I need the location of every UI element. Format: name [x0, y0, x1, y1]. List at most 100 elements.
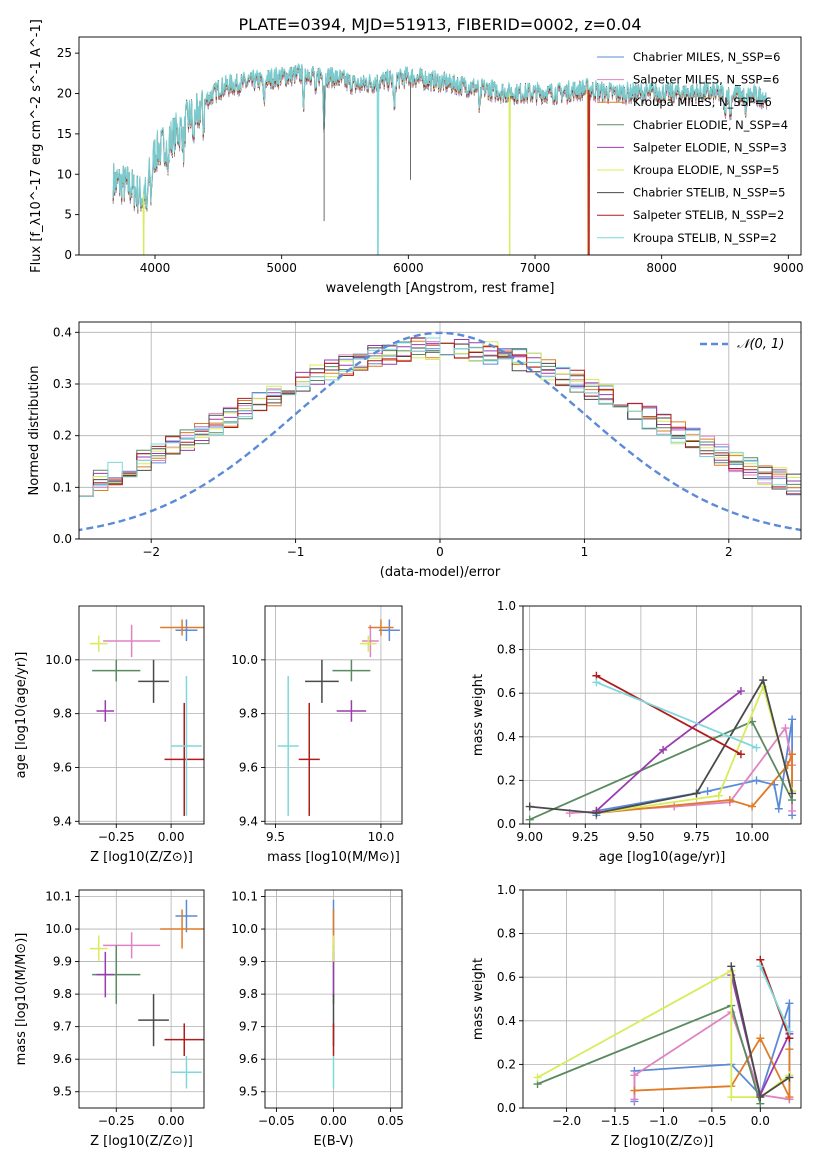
- mass-weight-vs-Z-axes: −2.0 −1.5 −1.0 −0.5 0.0 0.0 0.2 0.4 0.6 0.8 1.0 Z […: [471, 883, 802, 1149]
- mass-weight-marker: [788, 789, 797, 798]
- mass-vs-ebv-plot-area: [265, 890, 402, 1108]
- figure-title: PLATE=0394, MJD=51913, FIBERID=0002, z=0…: [238, 15, 641, 34]
- x-tick-label: −1.5: [600, 1114, 629, 1128]
- axes-frame: [78, 36, 802, 256]
- x-tick-label: −2: [142, 545, 160, 559]
- mass-weight-series: [595, 719, 793, 816]
- y-tick-label: 0.4: [497, 730, 516, 744]
- mass-weight-marker: [630, 1095, 639, 1104]
- x-tick-label: −0.5: [697, 1114, 726, 1128]
- mass-weight-marker: [714, 791, 723, 800]
- y-tick-label: 9.6: [239, 1052, 258, 1066]
- age-vs-mass-axes: 9.5 10.0 9.4 9.6 9.8 10.0 mass [log10(M/M⊙)]: [231, 605, 403, 865]
- x-axis-label: Z [log10(Z/Z⊙)]: [90, 1134, 193, 1149]
- x-axis-label: Z [log10(Z/Z⊙)]: [611, 1134, 714, 1149]
- x-tick-label: 8000: [646, 261, 677, 275]
- y-tick-label: 0.2: [53, 429, 72, 443]
- y-tick-label: 0.4: [497, 1014, 516, 1028]
- x-tick-label: 10.0: [368, 830, 395, 844]
- mass-weight-marker: [752, 743, 761, 752]
- histogram-series: [79, 337, 801, 539]
- mass-weight-vs-age-plot-area: [523, 606, 801, 824]
- mass-vs-Z-axes: −0.25 0.00 9.5 9.6 9.7 9.8 9.9 10.0 10.1 Z [log10…: [14, 890, 205, 1149]
- y-tick-label: 9.9: [239, 955, 258, 969]
- y-tick-label: 0.0: [497, 1101, 516, 1115]
- mass-weight-marker: [736, 750, 745, 759]
- mass-weight-marker: [781, 724, 790, 733]
- x-tick-label: −0.25: [98, 830, 135, 844]
- age-vs-Z-axes: −0.25 0.00 9.4 9.6 9.8 10.0 Z [log10(Z/Z⊙)] age…: [14, 605, 205, 865]
- axes-frame: [522, 605, 802, 825]
- y-tick-label: 0: [64, 248, 72, 262]
- mass-weight-marker: [788, 806, 797, 815]
- y-axis-label: Flux [f_λ10^-17 erg cm^-2 s^-1 A^-1]: [29, 19, 44, 273]
- x-tick-label: 0.00: [320, 1114, 347, 1128]
- y-tick-label: 9.6: [53, 1052, 72, 1066]
- errorbar-point: [332, 659, 371, 682]
- mass-weight-marker: [752, 776, 761, 785]
- mass-weight-series: [596, 753, 793, 814]
- mass-weight-marker: [592, 678, 601, 687]
- mass-weight-marker: [727, 1093, 736, 1102]
- legend-entry: Kroupa ELODIE, N_SSP=5: [633, 163, 779, 177]
- spectrum-panel: 4000 5000 6000 7000 8000 9000 0 5 10 15 20 25 wavele…: [29, 19, 804, 296]
- y-tick-label: 0.8: [497, 927, 516, 941]
- x-tick-label: 9.50: [628, 830, 655, 844]
- y-tick-label: 9.9: [53, 955, 72, 969]
- mass-weight-marker: [727, 962, 736, 971]
- age-vs-Z-plot-area: [79, 606, 204, 824]
- x-axis-label: mass [log10(M/M⊙)]: [267, 850, 400, 865]
- errorbar-point: [89, 935, 108, 962]
- mass-weight-marker: [785, 1073, 794, 1082]
- mass-weight-marker: [659, 745, 668, 754]
- residual-histogram-panel: −2 −1 0 1 2 0.0 0.1 0.2 0.3 0.4 (data-model)/error…: [27, 321, 802, 580]
- y-tick-label: 9.8: [239, 987, 258, 1001]
- mass-weight-marker: [703, 787, 712, 796]
- x-tick-label: 9.75: [683, 830, 710, 844]
- errorbar-point: [277, 675, 299, 816]
- axes-frame: [522, 889, 802, 1109]
- x-tick-label: 0.00: [158, 1114, 185, 1128]
- legend-entry: Chabrier MILES, N_SSP=6: [633, 50, 780, 64]
- x-tick-label: 0.00: [158, 830, 185, 844]
- mass-weight-marker: [630, 1071, 639, 1080]
- y-tick-label: 9.7: [53, 1020, 72, 1034]
- y-tick-label: 25: [57, 46, 72, 60]
- y-tick-label: 9.8: [53, 707, 72, 721]
- mass-weight-marker: [756, 1093, 765, 1102]
- mass-vs-Z-plot-area: [79, 890, 204, 1108]
- spectrum-axes: 4000 5000 6000 7000 8000 9000 0 5 10 15 20 25 wavele…: [29, 19, 804, 296]
- axes-frame: [78, 605, 205, 825]
- mass-weight-marker: [774, 804, 783, 813]
- mass-weight-vs-Z-panel: −2.0 −1.5 −1.0 −0.5 0.0 0.0 0.2 0.4 0.6 0.8 1.0 Z […: [471, 883, 802, 1149]
- mass-vs-ebv-axes: −0.05 0.00 0.05 9.5 9.6 9.7 9.8 9.9 10.0 10.1 E(B-…: [231, 890, 404, 1149]
- mass-weight-series: [759, 965, 791, 1033]
- y-tick-label: 9.6: [53, 760, 72, 774]
- legend-entry: Salpeter ELODIE, N_SSP=3: [633, 140, 787, 154]
- legend-entry: Kroupa STELIB, N_SSP=2: [633, 231, 777, 245]
- errorbar-point: [378, 619, 400, 641]
- residual-histogram-axes: −2 −1 0 1 2 0.0 0.1 0.2 0.3 0.4 (data-model)/error…: [27, 321, 802, 580]
- legend-entry: Kroupa MILES, N_SSP=6: [633, 95, 772, 109]
- y-tick-label: 0.6: [497, 970, 516, 984]
- errorbar-point: [103, 932, 161, 959]
- y-tick-label: 10.0: [45, 922, 72, 936]
- mass-vs-Z-panel: −0.25 0.00 9.5 9.6 9.7 9.8 9.9 10.0 10.1 Z [log10…: [14, 890, 205, 1149]
- y-tick-label: 9.4: [53, 814, 72, 828]
- y-axis-label: mass weight: [471, 674, 486, 756]
- y-tick-label: 0.2: [497, 1057, 516, 1071]
- mass-weight-marker: [725, 796, 734, 805]
- mass-weight-marker: [748, 802, 757, 811]
- residual-histogram-plot-area: [79, 322, 801, 539]
- spectrum-plot-area: [112, 63, 768, 255]
- errorbar-point: [96, 700, 115, 722]
- y-tick-label: 9.5: [53, 1085, 72, 1099]
- errorbar-point: [92, 659, 141, 682]
- mass-weight-vs-age-panel: 9.00 9.25 9.50 9.75 10.00 0.0 0.2 0.4 0.6 0.8 1.0 a…: [471, 599, 802, 865]
- x-tick-label: −0.05: [258, 1114, 295, 1128]
- errorbar-point: [89, 635, 108, 652]
- x-axis-label: age [log10(age/yr)]: [599, 850, 726, 865]
- x-tick-label: 7000: [520, 261, 551, 275]
- mass-weight-series: [596, 681, 757, 749]
